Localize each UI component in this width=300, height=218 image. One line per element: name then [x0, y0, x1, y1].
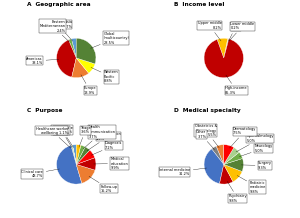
Wedge shape — [71, 145, 76, 164]
Text: Lower middle
0.2%: Lower middle 0.2% — [229, 22, 254, 41]
Wedge shape — [220, 164, 233, 184]
Wedge shape — [56, 145, 82, 184]
Text: High-income
85.3%: High-income 85.3% — [225, 75, 248, 95]
Wedge shape — [71, 38, 76, 58]
Text: C  Purpose: C Purpose — [27, 108, 62, 113]
Text: Ophthalmology
5.0%: Ophthalmology 5.0% — [236, 134, 274, 152]
Wedge shape — [72, 58, 89, 78]
Text: Western
Pacific
8.8%: Western Pacific 8.8% — [91, 67, 118, 83]
Wedge shape — [76, 145, 81, 164]
Wedge shape — [224, 145, 234, 164]
Text: Low
0.7%: Low 0.7% — [229, 22, 240, 41]
Text: Surveillance
2.9%: Surveillance 2.9% — [51, 126, 73, 147]
Text: Obstetrics &
Gynecology
5.5%: Obstetrics & Gynecology 5.5% — [195, 124, 219, 148]
Text: Medical
education
9.9%: Medical education 9.9% — [94, 157, 128, 170]
Wedge shape — [76, 158, 96, 170]
Text: Other
3.7%: Other 3.7% — [196, 130, 214, 150]
Wedge shape — [76, 164, 95, 183]
Text: Follow-up
15.2%: Follow-up 15.2% — [89, 176, 118, 193]
Wedge shape — [76, 58, 95, 73]
Wedge shape — [216, 145, 224, 164]
Text: Clinical care
48.7%: Clinical care 48.7% — [22, 169, 59, 178]
Text: Europe
13.9%: Europe 13.9% — [81, 75, 96, 95]
Wedge shape — [204, 39, 244, 78]
Wedge shape — [212, 146, 224, 164]
Text: Eastern
Mediterranean
2.4%: Eastern Mediterranean 2.4% — [40, 20, 70, 42]
Wedge shape — [224, 164, 242, 182]
Text: Psychiatry
9.8%: Psychiatry 9.8% — [227, 181, 247, 203]
Text: Research
0.2%: Research 0.2% — [53, 126, 72, 148]
Wedge shape — [224, 39, 229, 58]
Text: Dermatology
7.5%: Dermatology 7.5% — [230, 127, 256, 148]
Wedge shape — [224, 158, 244, 172]
Wedge shape — [224, 152, 243, 164]
Wedge shape — [217, 38, 228, 58]
Text: Surgery
9.3%: Surgery 9.3% — [241, 161, 272, 170]
Wedge shape — [224, 39, 228, 58]
Text: Rehabilitation
4.4%: Rehabilitation 4.4% — [87, 132, 121, 151]
Wedge shape — [76, 147, 90, 164]
Text: Upper middle
8.2%: Upper middle 8.2% — [198, 21, 221, 41]
Text: Healthcare worker
wellbeing 1.1%: Healthcare worker wellbeing 1.1% — [35, 127, 71, 148]
Text: Internal medicine
31.2%: Internal medicine 31.2% — [159, 168, 207, 176]
Text: Neurology
5.0%: Neurology 5.0% — [239, 144, 272, 157]
Wedge shape — [76, 150, 95, 164]
Text: Global
(multicountry)
28.5%: Global (multicountry) 28.5% — [91, 32, 129, 48]
Text: Pediatric
medicine
9.8%: Pediatric medicine 9.8% — [237, 175, 266, 194]
Wedge shape — [204, 149, 224, 184]
Wedge shape — [56, 40, 76, 77]
Text: Health
communication
3.7%: Health communication 3.7% — [83, 125, 116, 149]
Text: A  Geographic area: A Geographic area — [27, 2, 91, 7]
Text: D  Medical specialty: D Medical specialty — [175, 108, 241, 113]
Text: Diagnosis
7.2%: Diagnosis 7.2% — [91, 141, 122, 155]
Wedge shape — [76, 145, 85, 164]
Text: South-East Asia
3.7%: South-East Asia 3.7% — [44, 20, 73, 41]
Text: Triage
3.6%: Triage 3.6% — [79, 126, 91, 147]
Text: Americas
38.1%: Americas 38.1% — [26, 56, 59, 65]
Wedge shape — [224, 148, 239, 164]
Wedge shape — [72, 145, 76, 164]
Wedge shape — [68, 39, 76, 58]
Wedge shape — [76, 38, 96, 64]
Text: B  Income level: B Income level — [175, 2, 225, 7]
Wedge shape — [73, 145, 76, 164]
